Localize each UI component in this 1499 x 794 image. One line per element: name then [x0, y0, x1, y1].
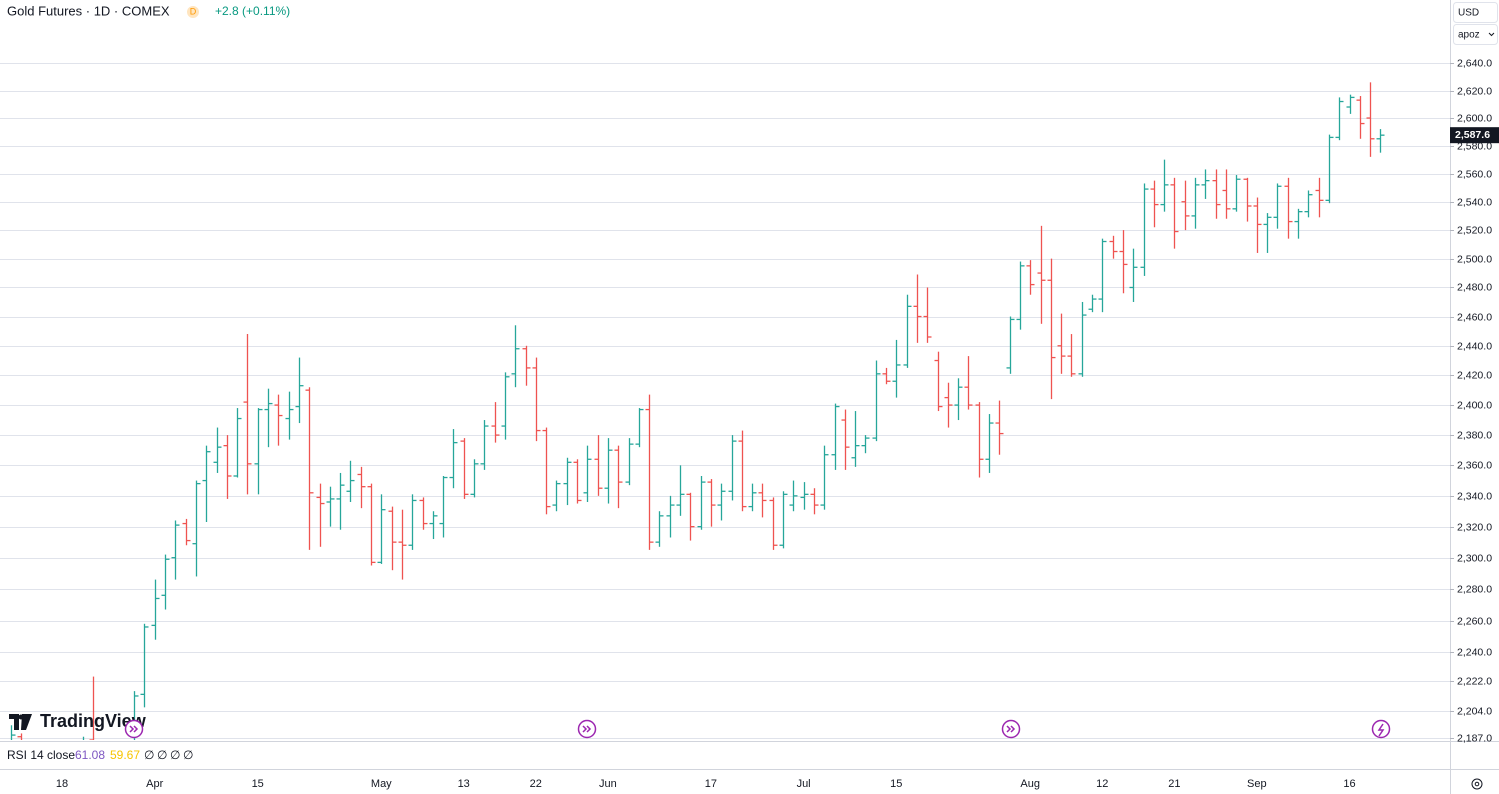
change: +2.8 (+0.11%) [215, 4, 290, 18]
y-tick-label: 2,620.0 [1457, 85, 1492, 97]
x-tick-label: Jul [797, 778, 811, 790]
axis: 2,640.0 2,620.0 2,600.0 2,580.0 2,560.0 2,540… [56, 57, 1499, 790]
y-tick-label: 2,420.0 [1457, 369, 1492, 381]
x-tick-label: 17 [705, 778, 717, 790]
y-tick-label: 2,280.0 [1457, 583, 1492, 595]
x-tick-label: 16 [1343, 778, 1355, 790]
bars [10, 82, 1385, 740]
y-tick-label: 2,240.0 [1457, 646, 1492, 658]
settings-icon-core [1474, 781, 1480, 787]
y-tick-label: 2,460.0 [1457, 311, 1492, 323]
indicator-placeholder: ∅ [183, 748, 193, 762]
y-tick-label: 2,600.0 [1457, 112, 1492, 124]
event-icons [124, 719, 1391, 739]
logo: TradingView [9, 711, 147, 731]
y-tick-label: 2,480.0 [1457, 281, 1492, 293]
y-tick-label: 2,300.0 [1457, 552, 1492, 564]
event-icon[interactable] [1371, 719, 1391, 739]
scale-box[interactable] [1453, 24, 1498, 45]
indicator-placeholder: ∅ [170, 748, 180, 762]
last-price-box [1450, 127, 1499, 144]
y-tick-label: 2,500.0 [1457, 253, 1492, 265]
settings-icon[interactable] [1471, 778, 1483, 790]
y-tick-label: 2,440.0 [1457, 340, 1492, 352]
y-tick-label: 2,520.0 [1457, 224, 1492, 236]
grid [0, 63, 1450, 739]
y-tick-label: 2,360.0 [1457, 459, 1492, 471]
indicator-placeholder: ∅ [144, 748, 154, 762]
y-tick-label: 2,204.0 [1457, 705, 1492, 717]
x-tick-label: 21 [1168, 778, 1180, 790]
y-tick-label: 2,320.0 [1457, 521, 1492, 533]
y-tick-label: 2,187.0 [1457, 732, 1492, 744]
badge-bg [187, 6, 199, 18]
y-tick-label: 2,560.0 [1457, 168, 1492, 180]
y-tick-label: 2,540.0 [1457, 196, 1492, 208]
scale-mode[interactable]: apoz [1458, 30, 1480, 41]
y-tick-label: 2,640.0 [1457, 57, 1492, 69]
y-tick-label: 2,580.0 [1457, 140, 1492, 152]
watermark: TradingView [40, 711, 147, 731]
x-tick-label: 15 [890, 778, 902, 790]
y-tick-label: 2,380.0 [1457, 429, 1492, 441]
currency-box[interactable] [1453, 2, 1498, 23]
chevron [1488, 32, 1495, 37]
chart-title: Gold Futures · 1D · COMEX [7, 3, 170, 18]
last-price-label: 2,587.6 [1455, 129, 1490, 141]
indicator-placeholder: ∅ [157, 748, 167, 762]
x-tick-label: Aug [1020, 778, 1040, 790]
x-tick-label: Jun [599, 778, 617, 790]
y-tick-label: 2,222.0 [1457, 675, 1492, 687]
y-tick-label: 2,260.0 [1457, 615, 1492, 627]
x-tick-label: 12 [1096, 778, 1108, 790]
indicator-value: 61.08 [75, 748, 105, 762]
y-tick-label: 2,400.0 [1457, 399, 1492, 411]
x-tick-label: Sep [1247, 778, 1267, 790]
indicator-value: 59.67 [110, 748, 140, 762]
logo-dot [18, 714, 24, 720]
currency[interactable]: USD [1458, 8, 1479, 19]
x-tick-label: Apr [146, 778, 163, 790]
x-tick-label: 18 [56, 778, 68, 790]
x-tick-label: 22 [530, 778, 542, 790]
badge: D [190, 6, 197, 16]
y-tick-label: 2,340.0 [1457, 490, 1492, 502]
x-tick-label: 15 [252, 778, 264, 790]
event-glyph [129, 723, 1385, 737]
x-tick-label: May [371, 778, 392, 790]
logo-mark [9, 714, 32, 730]
indicator-label: RSI 14 close [7, 748, 75, 762]
x-tick-label: 13 [458, 778, 470, 790]
